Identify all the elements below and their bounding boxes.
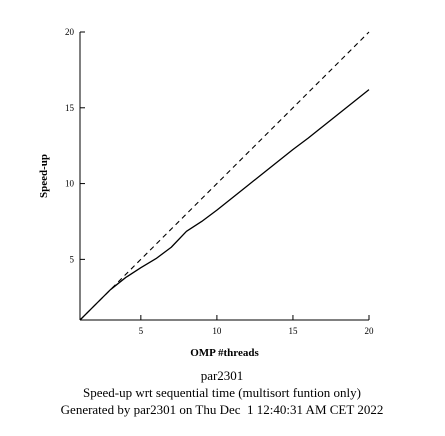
y-tick-label: 10 [65, 179, 75, 189]
caption-line-2: Speed-up wrt sequential time (multisort … [83, 385, 361, 400]
x-tick-label: 15 [288, 326, 298, 336]
y-ticks-group: 5 10 15 20 [65, 27, 85, 264]
y-tick-label: 5 [70, 254, 75, 264]
y-axis-label: Speed-up [38, 154, 50, 198]
y-tick-label: 20 [65, 27, 75, 37]
axes-group [79, 32, 369, 321]
series-layer [79, 31, 370, 321]
caption-line-1: par2301 [201, 368, 244, 383]
x-tick-label: 10 [212, 326, 222, 336]
x-axis-label: OMP #threads [190, 347, 259, 359]
caption-line-3: Generated by par2301 on Thu Dec 1 12:40:… [61, 402, 384, 417]
x-tick-label: 5 [139, 326, 144, 336]
x-tick-label: 20 [365, 326, 375, 336]
measured-speedup-line [79, 89, 370, 321]
x-ticks-group: 5 10 15 20 [139, 315, 374, 336]
ideal-speedup-line [79, 31, 370, 321]
y-tick-label: 15 [65, 103, 75, 113]
